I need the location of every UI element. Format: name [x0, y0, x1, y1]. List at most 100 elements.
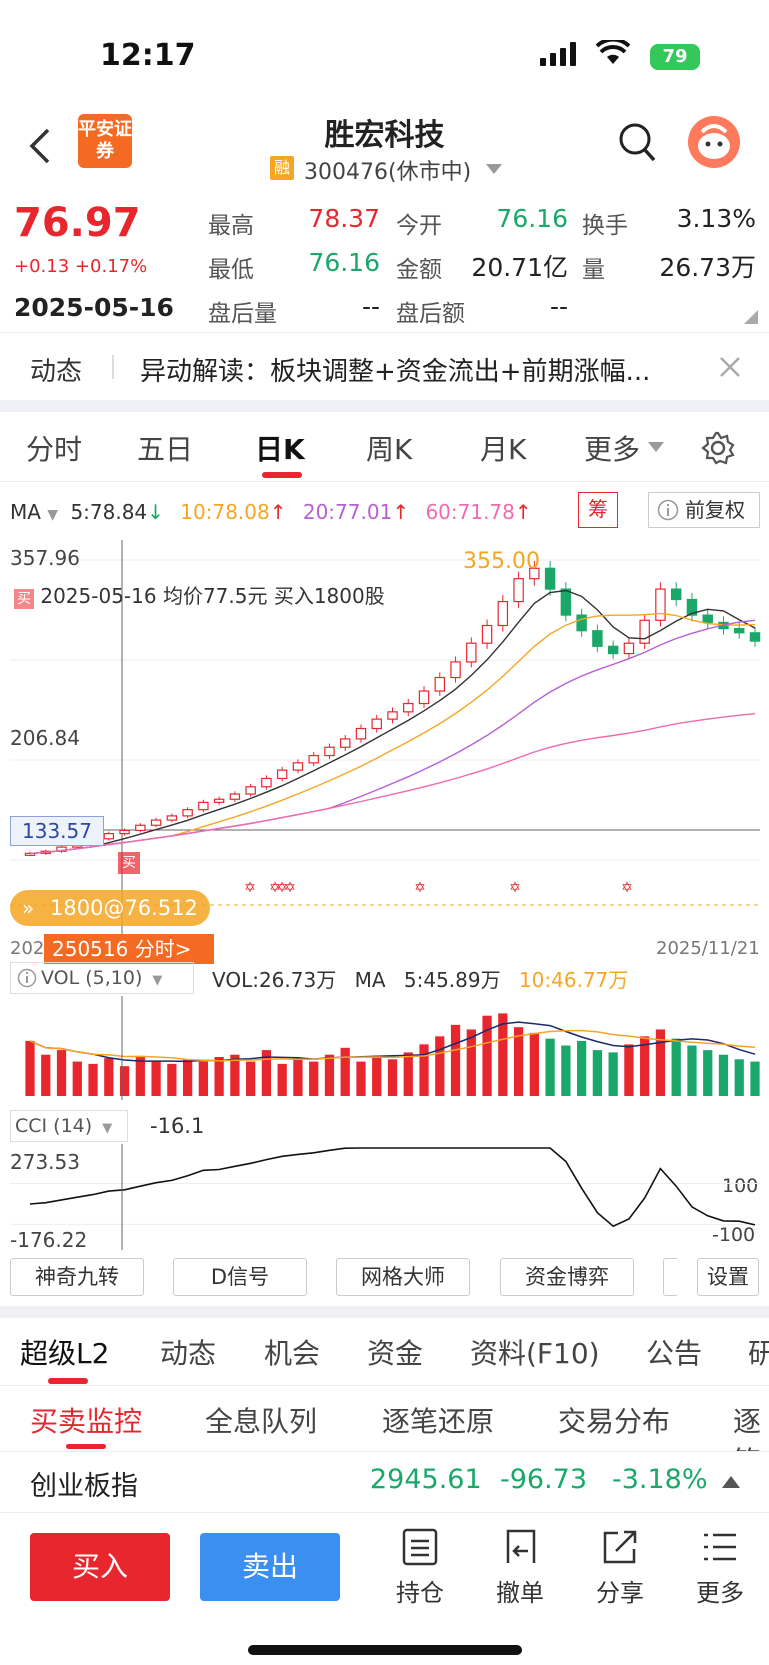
adjust-button[interactable]: 前复权 [648, 492, 760, 528]
tab-funds[interactable]: 资金 [367, 1337, 424, 1370]
candle-body [355, 727, 367, 740]
candle-body [481, 624, 493, 644]
volume-bar [513, 1027, 524, 1096]
stock-code[interactable]: 300476(休市中) [304, 160, 472, 185]
tab-monthly-k[interactable]: 月K [480, 433, 527, 466]
volume-bar [293, 1058, 303, 1096]
tab-dynamics[interactable]: 动态 [160, 1337, 217, 1370]
cci-bottom-label: -176.22 [10, 1228, 88, 1252]
tab-tick[interactable]: 逐笔 [733, 1405, 762, 1451]
volume-bar [72, 1061, 82, 1096]
position-badge[interactable]: » 1800@76.512 [10, 890, 210, 926]
candle-body [686, 598, 698, 616]
tab-super-l2[interactable]: 超级L2 [20, 1337, 110, 1370]
ma-legend: MA ▼ 5:78.84↓ 10:78.08↑ 20:77.01↑ 60:71.… [10, 500, 532, 524]
tab-trade-monitor[interactable]: 买卖监控 [30, 1405, 143, 1438]
candle-body [276, 769, 288, 780]
tab-five-day[interactable]: 五日 [137, 433, 194, 466]
tab-research[interactable]: 研 [748, 1332, 769, 1372]
settings-button[interactable]: 设置 [697, 1258, 759, 1296]
indicator-grid-master[interactable]: 网格大师 [336, 1258, 470, 1296]
holdings-label: 持仓 [396, 1579, 444, 1607]
expand-corner-icon[interactable] [744, 310, 758, 324]
volume-bar [640, 1036, 650, 1096]
stock-header: 平安证券 胜宏科技 融 300476(休市中) [0, 110, 769, 190]
tab-full-queue[interactable]: 全息队列 [205, 1405, 318, 1438]
volume-bar [718, 1054, 729, 1096]
tab-tick-replay[interactable]: 逐笔还原 [382, 1405, 495, 1438]
share-icon [603, 1530, 637, 1564]
volume-bar [435, 1036, 445, 1096]
candle-body [166, 815, 178, 821]
vol-selector[interactable]: VOL (5,10) ▼ [10, 962, 194, 994]
buy-marker[interactable]: 买 [118, 852, 140, 874]
tab-daily-k[interactable]: 日K [255, 433, 305, 466]
signal-marker: ✡ [276, 880, 288, 896]
ma-dropdown-icon[interactable]: ▼ [47, 507, 59, 523]
volume-bar [356, 1061, 366, 1096]
indicator-hidden[interactable] [663, 1258, 677, 1296]
indicator-d-signal[interactable]: D信号 [173, 1258, 307, 1296]
volume-bar [277, 1063, 287, 1096]
tab-trade-distribution[interactable]: 交易分布 [558, 1405, 671, 1438]
tab-announcement[interactable]: 公告 [646, 1337, 703, 1370]
avatar[interactable] [688, 116, 740, 168]
signal-marker: ✡ [621, 880, 633, 896]
volume-bar [450, 1024, 461, 1096]
peak-label: 355.00 [463, 549, 540, 574]
cci-selector[interactable]: CCI (14) ▼ [10, 1110, 128, 1142]
search-icon[interactable] [618, 122, 658, 164]
cci-chart[interactable] [0, 1144, 769, 1250]
candle-body [418, 690, 430, 705]
volume-ma-line [29, 1021, 756, 1063]
broker-logo[interactable]: 平安证券 [78, 114, 132, 168]
ma-label[interactable]: MA [10, 500, 41, 524]
crosshair-price: 133.57 [10, 816, 104, 846]
change-percent: +0.17% [74, 256, 148, 277]
sell-button[interactable]: 卖出 [200, 1533, 340, 1601]
news-text[interactable]: 异动解读：板块调整+资金流出+前期涨幅... [140, 357, 651, 387]
volume-bar [214, 1056, 224, 1096]
tab-weekly-k[interactable]: 周K [366, 433, 413, 466]
back-arrow-icon[interactable] [28, 126, 52, 166]
buy-button[interactable]: 买入 [30, 1533, 170, 1601]
share-button[interactable]: 分享 [590, 1527, 650, 1608]
open-value: 76.16 [496, 204, 568, 233]
tab-opportunity[interactable]: 机会 [264, 1337, 321, 1370]
candlestick-chart[interactable]: ✡ ✡✡✡ ✡ ✡ ✡ [0, 540, 769, 960]
more-button[interactable]: 更多 [690, 1527, 750, 1608]
turnover-label: 换手 [582, 213, 628, 239]
period-tabs: 分时 五日 日K 周K 月K 更多 [0, 412, 769, 482]
candle-body [324, 746, 335, 757]
volume-bar [246, 1061, 256, 1096]
holdings-button[interactable]: 持仓 [390, 1527, 450, 1608]
margin-badge: 融 [270, 156, 294, 180]
close-icon[interactable] [718, 355, 742, 379]
volume-bar [182, 1059, 193, 1096]
signal-marker: ✡ [414, 880, 426, 896]
cancel-order-button[interactable]: 撤单 [490, 1527, 550, 1608]
volume-bar [703, 1050, 713, 1096]
volume-bar [577, 1040, 587, 1096]
volume-bar [104, 1058, 114, 1096]
dropdown-icon[interactable] [486, 164, 502, 174]
signal-marker: ✡ [244, 880, 256, 896]
tab-intraday[interactable]: 分时 [26, 433, 83, 466]
open-label: 今开 [396, 213, 442, 239]
chip-button[interactable]: 筹 [578, 492, 618, 528]
menu-icon [704, 1533, 736, 1561]
cancel-order-label: 撤单 [496, 1579, 544, 1607]
caret-up-icon[interactable] [722, 1476, 740, 1488]
indicator-fund-game[interactable]: 资金博弈 [500, 1258, 634, 1296]
date-badge[interactable]: 250516 分时> [44, 934, 214, 964]
gear-icon[interactable] [700, 430, 736, 466]
volume-chart[interactable] [0, 996, 769, 1100]
index-row[interactable]: 创业板指 2945.61 -96.73 -3.18% [0, 1452, 769, 1512]
active-section-indicator [48, 1378, 88, 1384]
indicator-nine-turn[interactable]: 神奇九转 [10, 1258, 144, 1296]
news-bar[interactable]: 动态 异动解读：板块调整+资金流出+前期涨幅... [0, 332, 769, 400]
tab-f10[interactable]: 资料(F10) [470, 1337, 600, 1370]
volume-bar [592, 1050, 603, 1096]
separator [0, 400, 769, 412]
tab-more[interactable]: 更多 [584, 433, 641, 466]
